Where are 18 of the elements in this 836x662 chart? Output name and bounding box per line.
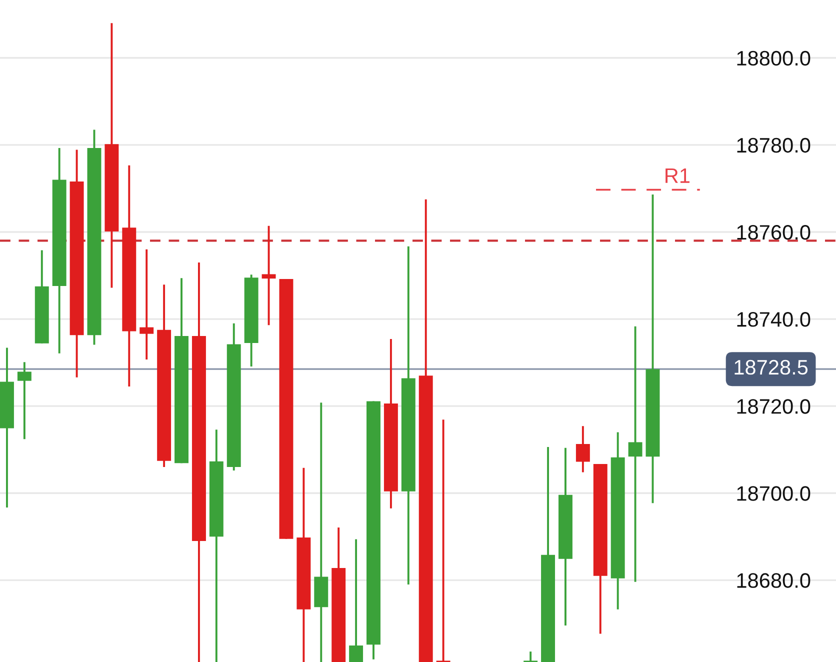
ref-line-label: R1 xyxy=(666,168,690,183)
candlestick xyxy=(524,650,538,662)
y-tick-label: 18780.0 xyxy=(737,138,810,153)
candlestick xyxy=(349,538,364,662)
candlestick xyxy=(17,361,32,440)
y-tick-label: 18700.0 xyxy=(737,486,810,501)
y-tick-label: 18680.0 xyxy=(737,573,810,588)
y-tick-label: 18740.0 xyxy=(737,312,810,327)
candlestick xyxy=(436,418,450,662)
y-tick-label: 18800.0 xyxy=(737,50,810,66)
candlestick xyxy=(262,224,276,326)
candlestick xyxy=(628,325,642,583)
y-tick-label: 18760.0 xyxy=(737,224,810,240)
candlestick xyxy=(314,402,328,662)
candlestick xyxy=(576,425,590,474)
y-tick-label: 18720.0 xyxy=(737,399,810,414)
ref-line-label: 18728.5 xyxy=(734,360,808,375)
candlestick xyxy=(140,248,154,360)
